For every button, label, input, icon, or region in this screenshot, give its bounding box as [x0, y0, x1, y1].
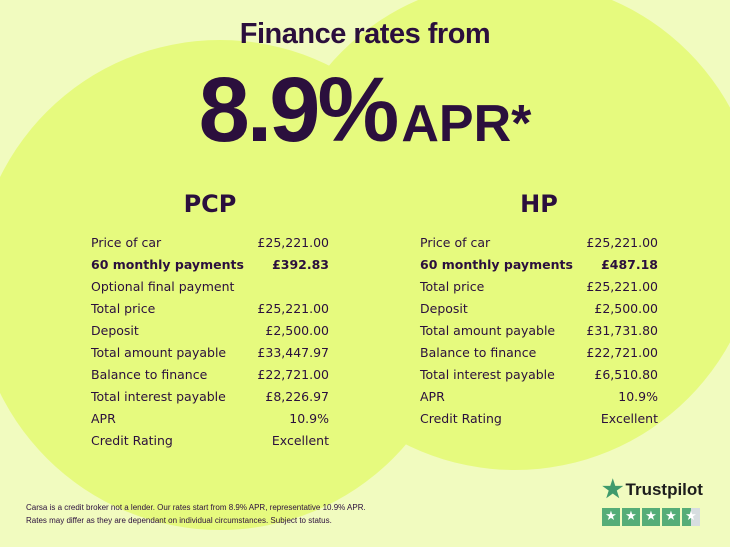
pcp-panel: PCP Price of car £25,221.00 60 monthly pay… — [91, 190, 329, 452]
rate-value: 8.9% — [198, 59, 400, 161]
row-label: 60 monthly payments — [420, 257, 573, 272]
pcp-rows: Price of car £25,221.00 60 monthly payment… — [91, 232, 329, 452]
row-value: £22,721.00 — [257, 367, 329, 382]
disclaimer-line-1: Carsa is a credit broker not a lender. O… — [26, 503, 366, 512]
rating-star-icon: ★ — [602, 508, 620, 526]
row-value: 10.9% — [618, 389, 658, 404]
row-label: Total price — [91, 301, 156, 316]
row-value: £22,721.00 — [586, 345, 658, 360]
rating-star-icon: ★ — [622, 508, 640, 526]
row-label: 60 monthly payments — [91, 257, 244, 272]
star-icon: ★ — [602, 476, 624, 503]
table-row: Total price £25,221.00 — [420, 276, 658, 298]
row-value: Excellent — [600, 411, 658, 426]
rating-star-icon: ★ — [662, 508, 680, 526]
row-value: £2,500.00 — [265, 323, 329, 338]
row-label: Price of car — [420, 235, 491, 250]
table-row: Balance to finance £22,721.00 — [420, 342, 658, 364]
table-row: Balance to finance £22,721.00 — [91, 364, 329, 386]
row-label: APR — [91, 411, 116, 426]
row-label: Balance to finance — [420, 345, 537, 360]
row-label: Total price — [420, 279, 485, 294]
table-row: Price of car £25,221.00 — [420, 232, 658, 254]
rate-suffix: APR* — [401, 95, 532, 153]
row-value: £33,447.97 — [257, 345, 329, 360]
table-row: Total amount payable £31,731.80 — [420, 320, 658, 342]
rating-star-icon: ★ — [642, 508, 660, 526]
table-row: Price of car £25,221.00 — [91, 232, 329, 254]
trustpilot-rating: ★ ★ ★ ★ ★ — [602, 508, 703, 526]
row-label: Optional final payment — [91, 279, 235, 294]
hp-heading: HP — [520, 190, 558, 218]
headline: Finance rates from — [239, 18, 491, 50]
row-value: £2,500.00 — [594, 301, 658, 316]
row-label: APR — [420, 389, 445, 404]
row-label: Total interest payable — [420, 367, 555, 382]
table-row: Total price £25,221.00 — [91, 298, 329, 320]
rate-display: 8.9% APR* — [0, 58, 730, 163]
pcp-heading: PCP — [183, 190, 237, 218]
row-value: £487.18 — [601, 257, 658, 272]
table-row: Total interest payable £8,226.97 — [91, 386, 329, 408]
trustpilot-name: Trustpilot — [625, 479, 703, 499]
row-value: 10.9% — [289, 411, 329, 426]
row-value: £392.83 — [272, 257, 329, 272]
row-value: Excellent — [271, 433, 329, 448]
hp-rows: Price of car £25,221.00 60 monthly payment… — [420, 232, 658, 430]
table-row: Credit Rating Excellent — [420, 408, 658, 430]
disclaimer-line-2: Rates may differ as they are dependant o… — [26, 516, 332, 525]
rating-star-icon: ★ — [682, 508, 700, 526]
row-value: £25,221.00 — [586, 235, 658, 250]
table-row: Optional final payment — [91, 276, 329, 298]
table-row: 60 monthly payments £487.18 — [420, 254, 658, 276]
table-row: Total interest payable £6,510.80 — [420, 364, 658, 386]
row-label: Credit Rating — [91, 433, 173, 448]
table-row: Credit Rating Excellent — [91, 430, 329, 452]
table-row: APR 10.9% — [91, 408, 329, 430]
table-row: 60 monthly payments £392.83 — [91, 254, 329, 276]
row-value: £31,731.80 — [586, 323, 658, 338]
row-label: Total amount payable — [420, 323, 556, 338]
background-circle-right — [270, 0, 730, 470]
row-label: Total amount payable — [91, 345, 227, 360]
table-row: Total amount payable £33,447.97 — [91, 342, 329, 364]
row-label: Price of car — [91, 235, 162, 250]
table-row: APR 10.9% — [420, 386, 658, 408]
row-label: Credit Rating — [420, 411, 502, 426]
row-value: £8,226.97 — [265, 389, 329, 404]
trustpilot-badge[interactable]: ★ Trustpilot ★ ★ ★ ★ ★ — [602, 475, 703, 526]
table-row: Deposit £2,500.00 — [420, 298, 658, 320]
row-label: Deposit — [420, 301, 468, 316]
row-value: £6,510.80 — [594, 367, 658, 382]
row-value: £25,221.00 — [257, 301, 329, 316]
disclaimer: Carsa is a credit broker not a lender. O… — [26, 501, 366, 527]
row-value: £25,221.00 — [257, 235, 329, 250]
table-row: Deposit £2,500.00 — [91, 320, 329, 342]
row-label: Deposit — [91, 323, 139, 338]
row-label: Balance to finance — [91, 367, 208, 382]
hp-panel: HP Price of car £25,221.00 60 monthly paym… — [420, 190, 658, 430]
row-value: £25,221.00 — [586, 279, 658, 294]
row-label: Total interest payable — [91, 389, 226, 404]
